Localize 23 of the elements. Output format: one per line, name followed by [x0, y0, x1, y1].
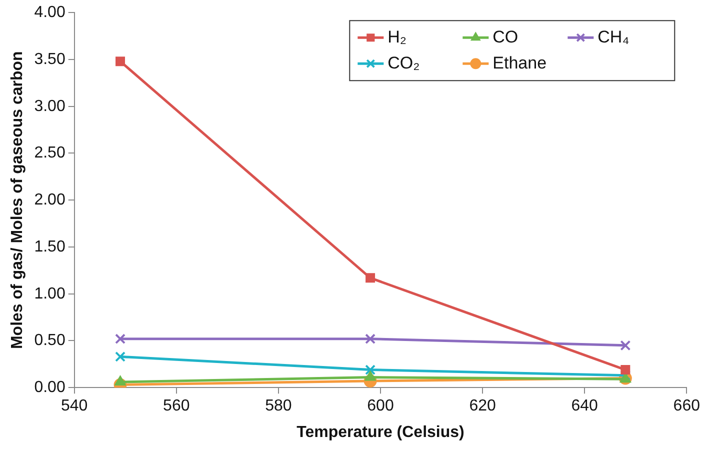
- x-tick-label: 640: [571, 398, 598, 415]
- x-tick-label: 580: [265, 398, 292, 415]
- x-tick-label: 560: [163, 398, 190, 415]
- y-tick-label: 3.50: [34, 50, 66, 68]
- x-tick-label: 540: [60, 398, 88, 415]
- y-tick-label: 1.50: [34, 238, 66, 256]
- y-tick-label: 0.00: [34, 379, 66, 396]
- y-tick-label: 0.50: [34, 332, 66, 350]
- legend-label: H₂: [388, 27, 407, 46]
- y-tick-label: 3.00: [34, 98, 66, 115]
- legend-label: CO: [492, 27, 518, 46]
- y-tick-label: 2.00: [34, 192, 66, 209]
- legend-label: CO₂: [388, 53, 420, 72]
- y-tick-label: 1.00: [34, 285, 66, 302]
- x-axis-title: Temperature (Celsius): [296, 424, 464, 441]
- x-tick-label: 620: [469, 398, 496, 415]
- legend-label: CH₄: [598, 27, 630, 46]
- y-tick-label: 4.00: [34, 4, 66, 22]
- x-tick-label: 600: [367, 398, 394, 415]
- x-tick-label: 660: [673, 398, 700, 415]
- y-axis-title: Moles of gas/ Moles of gaseous carbon: [9, 51, 26, 350]
- y-tick-label: 2.50: [34, 144, 66, 162]
- legend-label: Ethane: [492, 53, 547, 72]
